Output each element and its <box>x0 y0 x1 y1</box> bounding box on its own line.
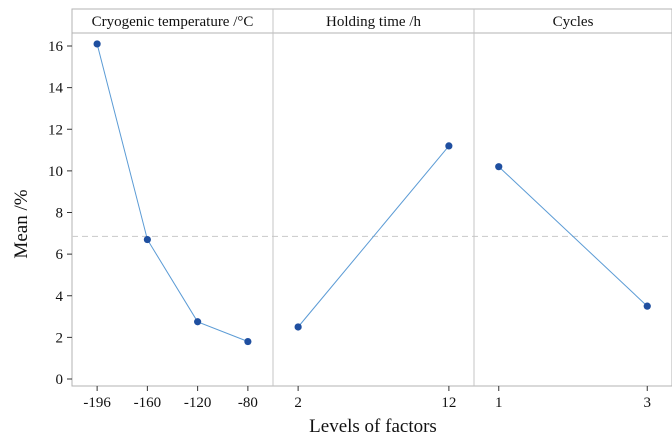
data-point <box>143 235 151 244</box>
data-point <box>93 40 101 48</box>
data-point <box>194 318 202 326</box>
y-axis: 0 2 4 6 8 10 12 14 16 <box>48 39 72 388</box>
x-tick-label: 2 <box>294 395 302 411</box>
y-tick-label: 0 <box>56 372 64 388</box>
series-line <box>498 166 648 307</box>
x-tick-label: 3 <box>644 395 652 411</box>
y-tick-label: 2 <box>56 330 64 346</box>
y-tick-label: 12 <box>48 122 63 138</box>
data-point <box>244 337 252 346</box>
y-tick-label: 8 <box>56 206 64 222</box>
data-point <box>643 302 651 310</box>
data-point <box>294 323 302 331</box>
panel-1: Cryogenic temperature /°C -196 -160 -120 -80 <box>83 14 258 411</box>
panel-title: Cryogenic temperature /°C <box>92 14 254 30</box>
x-tick-label: -120 <box>184 395 212 411</box>
plot-frame <box>71 8 672 387</box>
x-tick-label: -80 <box>238 395 258 411</box>
plot-border <box>71 8 672 387</box>
y-tick-label: 4 <box>56 289 64 305</box>
x-tick-label: 1 <box>495 395 503 411</box>
y-tick-label: 6 <box>56 247 64 263</box>
y-tick-label: 14 <box>48 81 64 97</box>
series-line <box>297 145 450 328</box>
data-point <box>495 163 503 171</box>
panel-title: Holding time /h <box>326 14 421 30</box>
series-line <box>96 43 249 342</box>
y-axis-title: Mean /% <box>11 189 32 258</box>
x-tick-label: -196 <box>83 395 111 411</box>
x-tick-label: 12 <box>441 395 456 411</box>
panel-title: Cycles <box>553 14 594 30</box>
y-tick-label: 16 <box>48 39 64 55</box>
y-tick-label: 10 <box>48 164 63 180</box>
data-point <box>445 142 453 150</box>
panel-3: Cycles 1 3 <box>473 9 652 411</box>
panel-2: Holding time /h 2 12 <box>272 9 456 411</box>
x-axis-title: Levels of factors <box>309 416 437 437</box>
x-tick-label: -160 <box>134 395 162 411</box>
panels: Cryogenic temperature /°C -196 -160 -120 -80… <box>83 9 651 411</box>
